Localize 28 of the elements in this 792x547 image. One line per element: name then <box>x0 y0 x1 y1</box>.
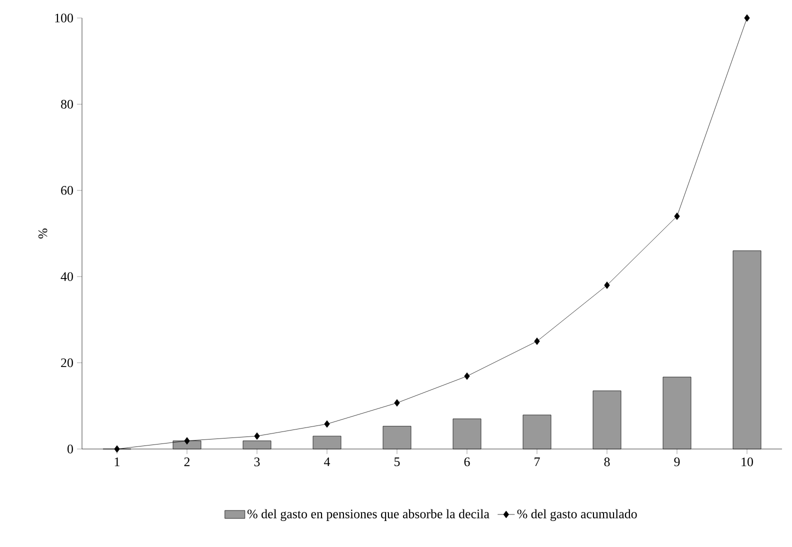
point <box>604 282 610 289</box>
x-tick-label: 6 <box>464 458 470 466</box>
point <box>674 212 680 220</box>
legend-label: % del gasto acumulado <box>517 509 637 521</box>
point <box>114 445 120 453</box>
y-tick-label: 0 <box>68 444 73 454</box>
point <box>744 14 750 22</box>
point <box>394 399 400 407</box>
legend-label: % del gasto en pensiones que absorbe la decila <box>248 509 490 521</box>
x-tick-label: 3 <box>254 458 260 466</box>
x-tick-label: 9 <box>674 458 680 466</box>
point <box>324 420 330 428</box>
y-axis-title: % <box>38 228 48 238</box>
point <box>464 372 470 380</box>
x-tick-label: 8 <box>604 458 610 466</box>
y-tick-label: 60 <box>61 186 73 195</box>
x-tick-label: 4 <box>324 458 330 466</box>
point <box>254 432 260 440</box>
y-tick-label: 40 <box>60 272 73 281</box>
x-tick-label: 10 <box>742 458 753 466</box>
x-tick-label: 5 <box>394 458 400 466</box>
y-tick-label: 80 <box>61 100 73 109</box>
point <box>534 338 540 345</box>
x-tick-label: 7 <box>534 458 540 466</box>
y-tick-label: 100 <box>55 14 73 22</box>
x-tick-label: 1 <box>114 458 120 466</box>
y-tick-label: 20 <box>61 358 73 368</box>
x-tick-label: 2 <box>184 458 190 466</box>
